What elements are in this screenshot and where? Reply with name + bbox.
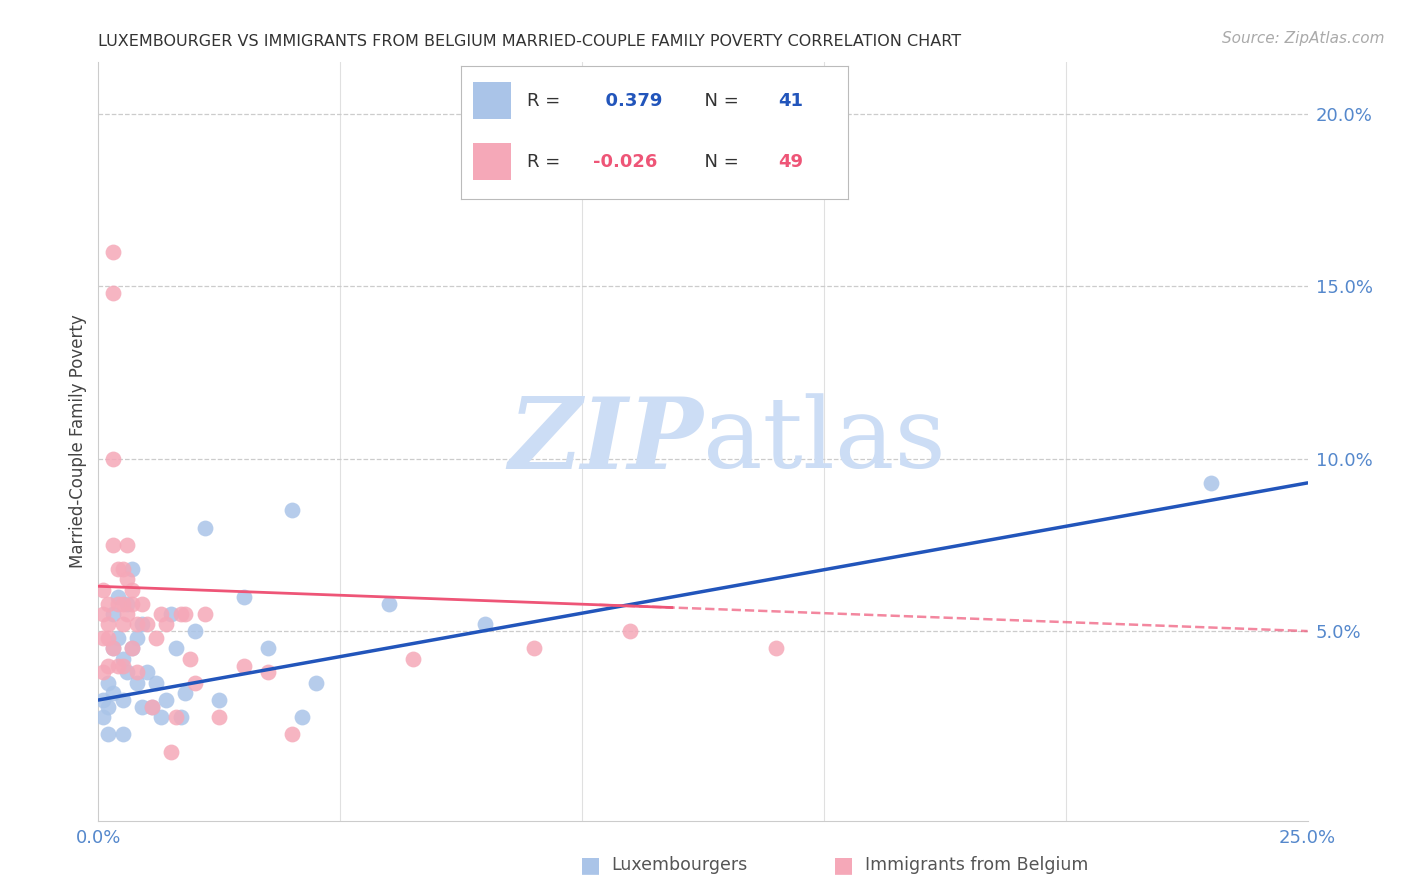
- Text: LUXEMBOURGER VS IMMIGRANTS FROM BELGIUM MARRIED-COUPLE FAMILY POVERTY CORRELATIO: LUXEMBOURGER VS IMMIGRANTS FROM BELGIUM …: [98, 34, 962, 49]
- Point: [97, 617, 120, 632]
- Point: [305, 675, 328, 690]
- Point: [97, 727, 120, 741]
- Point: [232, 590, 254, 604]
- Point: [174, 686, 197, 700]
- Text: atlas: atlas: [703, 393, 946, 490]
- Point: [131, 699, 153, 714]
- Point: [377, 597, 399, 611]
- Point: [135, 617, 157, 632]
- Point: [523, 641, 546, 656]
- Point: [107, 590, 129, 604]
- Point: [101, 451, 124, 466]
- Point: [121, 641, 143, 656]
- Point: [91, 665, 114, 680]
- Point: [135, 665, 157, 680]
- Point: [101, 286, 124, 301]
- Point: [232, 658, 254, 673]
- Point: [107, 631, 129, 645]
- Point: [91, 607, 114, 621]
- Point: [208, 710, 231, 724]
- Point: [194, 521, 217, 535]
- Point: [111, 693, 134, 707]
- Point: [121, 582, 143, 597]
- Point: [150, 710, 173, 724]
- Point: [111, 727, 134, 741]
- Point: [127, 665, 149, 680]
- Point: [97, 631, 120, 645]
- Point: [208, 693, 231, 707]
- Point: [281, 727, 304, 741]
- Point: [91, 582, 114, 597]
- Point: [256, 665, 278, 680]
- Point: [402, 651, 425, 665]
- Text: Source: ZipAtlas.com: Source: ZipAtlas.com: [1222, 31, 1385, 46]
- Point: [101, 538, 124, 552]
- Point: [101, 686, 124, 700]
- Point: [101, 244, 124, 259]
- Point: [117, 597, 139, 611]
- Point: [141, 699, 163, 714]
- Point: [111, 617, 134, 632]
- Point: [107, 562, 129, 576]
- Point: [127, 675, 149, 690]
- Point: [121, 597, 143, 611]
- Point: [150, 607, 173, 621]
- Point: [121, 562, 143, 576]
- Text: ■: ■: [581, 855, 600, 875]
- Text: ZIP: ZIP: [508, 393, 703, 490]
- Point: [97, 658, 120, 673]
- Point: [169, 710, 191, 724]
- Point: [111, 651, 134, 665]
- Point: [174, 607, 197, 621]
- Point: [145, 631, 167, 645]
- Point: [194, 607, 217, 621]
- Point: [256, 641, 278, 656]
- Point: [169, 607, 191, 621]
- Point: [131, 617, 153, 632]
- Point: [619, 624, 641, 639]
- Point: [165, 641, 187, 656]
- Text: ■: ■: [834, 855, 853, 875]
- Point: [97, 597, 120, 611]
- Point: [117, 607, 139, 621]
- Y-axis label: Married-Couple Family Poverty: Married-Couple Family Poverty: [69, 315, 87, 568]
- Point: [97, 675, 120, 690]
- Point: [91, 693, 114, 707]
- Point: [111, 597, 134, 611]
- Point: [101, 641, 124, 656]
- Point: [107, 597, 129, 611]
- Point: [97, 699, 120, 714]
- Point: [101, 641, 124, 656]
- Point: [111, 562, 134, 576]
- Point: [111, 658, 134, 673]
- Point: [131, 597, 153, 611]
- Point: [117, 573, 139, 587]
- Point: [127, 631, 149, 645]
- Point: [281, 503, 304, 517]
- Point: [184, 624, 207, 639]
- Point: [145, 675, 167, 690]
- Point: [1199, 475, 1222, 490]
- Point: [179, 651, 201, 665]
- Point: [160, 607, 183, 621]
- Point: [160, 745, 183, 759]
- Point: [765, 641, 787, 656]
- Point: [474, 617, 496, 632]
- Point: [127, 617, 149, 632]
- Point: [155, 693, 177, 707]
- Point: [117, 665, 139, 680]
- Point: [91, 631, 114, 645]
- Point: [107, 658, 129, 673]
- Text: Immigrants from Belgium: Immigrants from Belgium: [865, 856, 1088, 874]
- Point: [101, 607, 124, 621]
- Point: [141, 699, 163, 714]
- Text: Luxembourgers: Luxembourgers: [612, 856, 748, 874]
- Point: [91, 710, 114, 724]
- Point: [117, 538, 139, 552]
- Point: [290, 710, 312, 724]
- Point: [184, 675, 207, 690]
- Point: [121, 641, 143, 656]
- Point: [165, 710, 187, 724]
- Point: [155, 617, 177, 632]
